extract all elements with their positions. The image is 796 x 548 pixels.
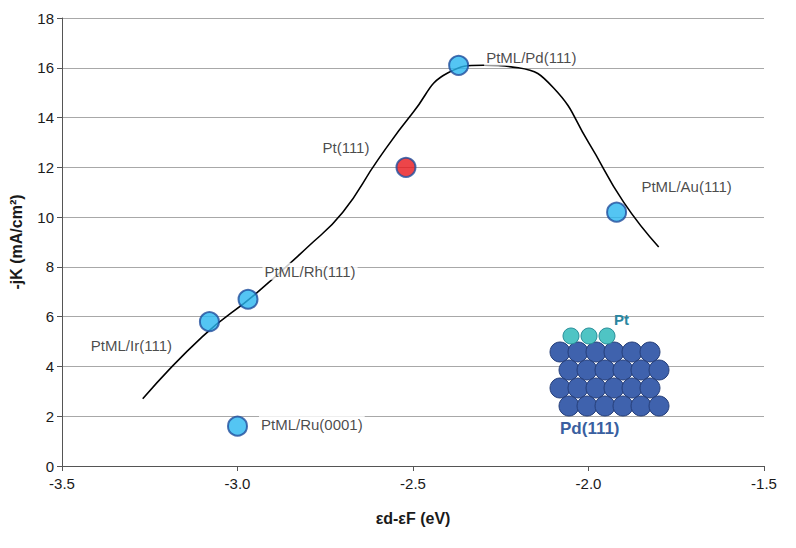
svg-text:-1.5: -1.5 xyxy=(751,475,777,492)
svg-text:18: 18 xyxy=(37,10,54,27)
svg-text:PtML/Rh(111): PtML/Rh(111) xyxy=(264,263,355,280)
svg-text:14: 14 xyxy=(37,109,54,126)
svg-text:-2.0: -2.0 xyxy=(576,475,602,492)
svg-text:PtML/Au(111): PtML/Au(111) xyxy=(641,178,731,195)
svg-text:εd-εF (eV): εd-εF (eV) xyxy=(376,510,451,527)
svg-text:10: 10 xyxy=(37,209,54,226)
svg-text:2: 2 xyxy=(46,408,54,425)
svg-text:4: 4 xyxy=(46,358,54,375)
svg-text:-2.5: -2.5 xyxy=(400,475,426,492)
svg-text:PtML/Pd(111): PtML/Pd(111) xyxy=(486,49,576,66)
svg-text:PtML/Ru(0001): PtML/Ru(0001) xyxy=(261,416,363,433)
svg-text:-3.5: -3.5 xyxy=(49,475,75,492)
svg-text:6: 6 xyxy=(46,308,54,325)
svg-text:0: 0 xyxy=(46,458,54,475)
svg-text:16: 16 xyxy=(37,59,54,76)
svg-text:Pt: Pt xyxy=(614,311,629,328)
svg-text:8: 8 xyxy=(46,258,54,275)
svg-text:Pd(111): Pd(111) xyxy=(560,419,620,438)
svg-text:PtML/Ir(111): PtML/Ir(111) xyxy=(91,337,172,354)
svg-text:12: 12 xyxy=(37,159,54,176)
svg-text:-3.0: -3.0 xyxy=(225,475,251,492)
svg-text:-jK (mA/cm²): -jK (mA/cm²) xyxy=(8,194,25,289)
svg-text:Pt(111): Pt(111) xyxy=(322,139,369,156)
